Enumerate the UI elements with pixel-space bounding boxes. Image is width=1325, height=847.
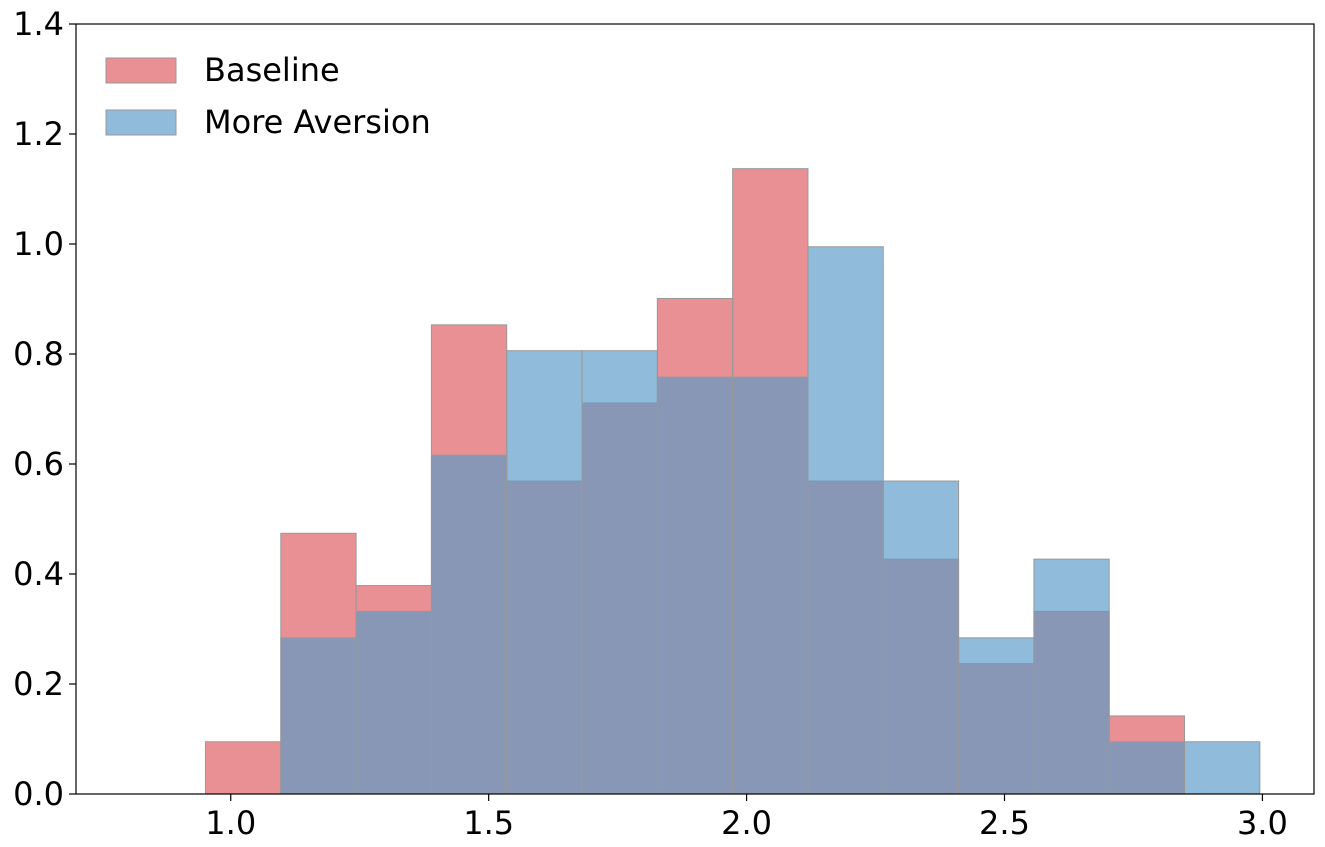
legend: Baseline More Aversion: [105, 51, 431, 141]
x-tick-label: 2.5: [979, 804, 1030, 842]
more-aversion-bar-3: [430, 454, 508, 795]
plot-frame: [75, 23, 1315, 795]
legend-label-baseline: Baseline: [204, 51, 340, 89]
more-aversion-bar-7: [732, 376, 809, 795]
more-aversion-bar-2: [355, 610, 432, 795]
more-aversion-bar-4: [506, 350, 583, 795]
y-tick-label: 0.2: [13, 665, 64, 703]
more-aversion-bar-1: [280, 637, 357, 795]
x-tick-label: 1.0: [205, 804, 256, 842]
x-tick-label: 3.0: [1237, 804, 1288, 842]
y-tick-label: 0.6: [13, 445, 64, 483]
more-aversion-bar-9: [882, 480, 960, 795]
more-aversion-bar-5: [581, 350, 658, 795]
legend-label-more-aversion: More Aversion: [204, 103, 431, 141]
more-aversion-bar-8: [807, 246, 884, 795]
y-tick-label: 1.4: [13, 5, 64, 43]
axis-ticks: 1.0 1.5 2.0 2.5 3.0 0.0 0.2 0.4 0.6 0.8 1.0 1.2 1.4: [13, 5, 1288, 842]
x-tick-label: 2.0: [721, 804, 772, 842]
more-aversion-bar-12: [1108, 741, 1186, 795]
more-aversion-bar-6: [656, 376, 734, 795]
y-tick-label: 1.0: [13, 225, 64, 263]
more-aversion-bar-10: [958, 637, 1035, 795]
y-tick-label: 1.2: [13, 115, 64, 153]
x-tick-label: 1.5: [463, 804, 514, 842]
more-aversion-bar-11: [1033, 558, 1110, 795]
y-tick-label: 0.8: [13, 335, 64, 373]
y-tick-label: 0.0: [13, 775, 64, 813]
y-tick-label: 0.4: [13, 555, 64, 593]
baseline-bar-0: [204, 741, 282, 795]
more-aversion-bars: [280, 246, 1261, 795]
legend-swatch-baseline: [105, 57, 177, 84]
legend-swatch-more-aversion: [105, 109, 177, 136]
more-aversion-bar-13: [1184, 741, 1261, 795]
